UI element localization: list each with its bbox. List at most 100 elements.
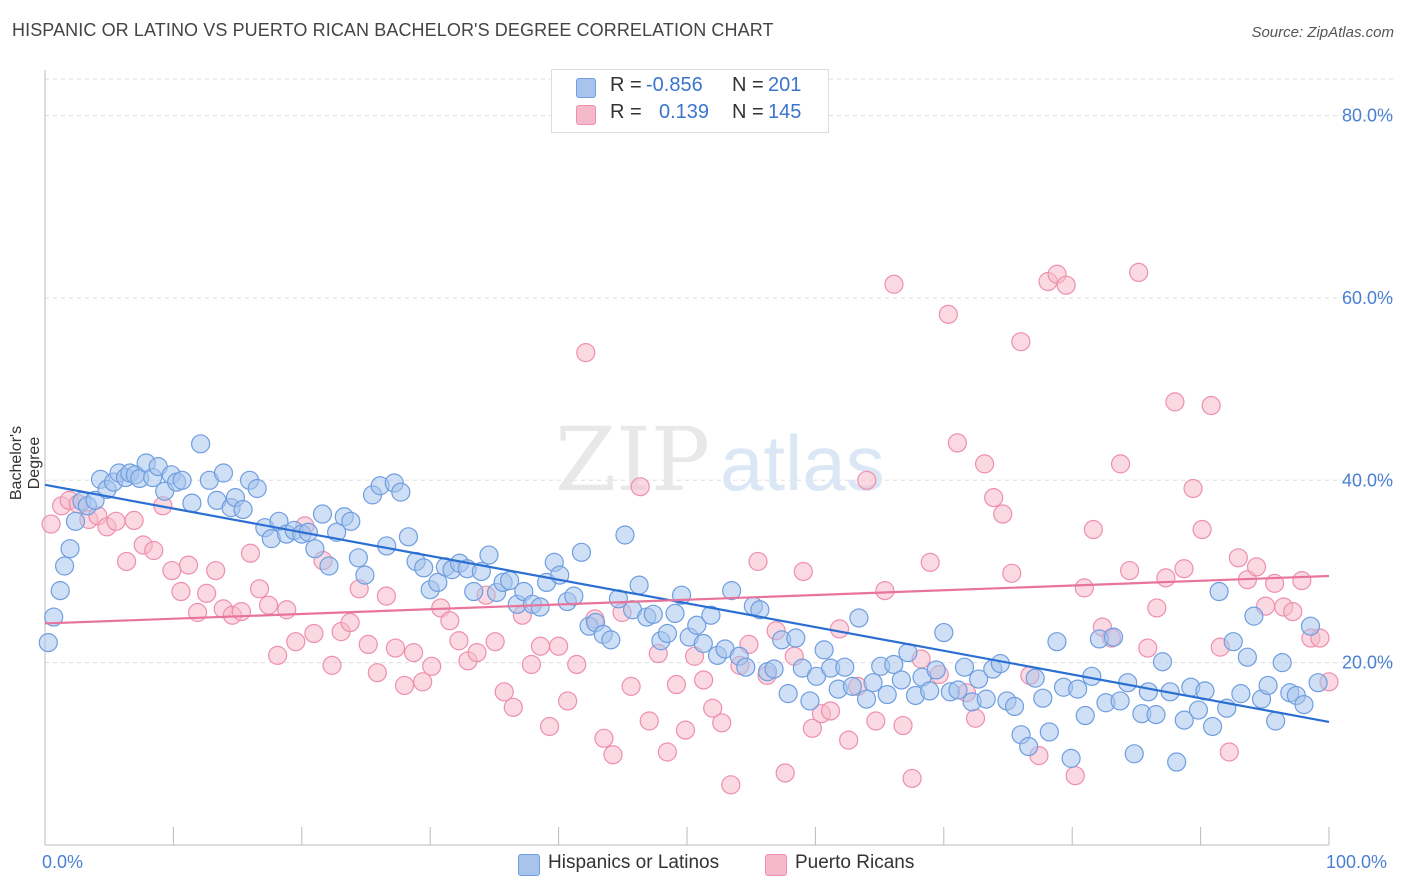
data-point [976, 689, 996, 709]
data-point [1025, 668, 1045, 688]
data-point [1047, 632, 1067, 652]
legend-label: Hispanics or Latinos [548, 852, 720, 873]
trend-lines [44, 483, 1330, 723]
data-point [701, 605, 721, 625]
data-point [182, 493, 202, 513]
data-point [902, 768, 922, 789]
data-point [355, 565, 375, 585]
data-point [1237, 647, 1257, 667]
data-point [920, 552, 940, 572]
data-point [178, 555, 199, 575]
data-point [467, 643, 487, 663]
data-point [1294, 694, 1314, 715]
data-point [792, 658, 812, 678]
data-point [712, 713, 732, 733]
data-point [312, 504, 333, 524]
r-label: R = [610, 101, 642, 123]
chart-title: HISPANIC OR LATINO VS PUERTO RICAN BACHE… [12, 20, 774, 40]
data-point [665, 603, 685, 624]
data-point [948, 680, 968, 700]
data-point [891, 670, 911, 690]
data-point [341, 511, 361, 531]
data-point [1061, 748, 1081, 768]
data-point [630, 477, 650, 497]
data-point [54, 556, 75, 576]
data-point [1246, 557, 1267, 577]
data-point [1165, 392, 1185, 412]
data-point [44, 607, 64, 627]
data-point [277, 600, 297, 620]
data-point [621, 676, 641, 696]
data-point [38, 632, 58, 653]
data-point [413, 672, 433, 692]
data-point [1244, 606, 1264, 626]
data-point [1065, 766, 1085, 786]
data-point [116, 551, 137, 572]
axes [44, 70, 1330, 846]
data-point [694, 670, 714, 690]
data-point [863, 673, 883, 693]
data-point [877, 684, 897, 705]
data-point [197, 583, 217, 603]
data-point [1033, 688, 1053, 708]
data-point [144, 540, 164, 561]
n-label: N = [732, 74, 764, 96]
data-point [564, 586, 584, 606]
data-point [1002, 563, 1022, 583]
data-point [422, 656, 442, 676]
data-point [1209, 581, 1229, 602]
legend-swatch-pink [576, 105, 596, 125]
data-point [1202, 716, 1223, 737]
data-point [385, 638, 406, 658]
data-point [947, 433, 967, 453]
data-point [1188, 700, 1209, 720]
data-point [391, 482, 411, 502]
data-point [594, 728, 614, 748]
data-point [1258, 675, 1278, 696]
data-point [920, 681, 940, 701]
data-point [856, 689, 877, 709]
data-point [835, 657, 855, 677]
r-label: R = [610, 74, 642, 96]
data-point [657, 623, 678, 644]
data-point [348, 548, 368, 568]
data-point [558, 691, 578, 711]
watermark-atlas: atlas [720, 419, 885, 507]
data-point [322, 655, 342, 675]
data-point [41, 514, 61, 534]
data-point [954, 657, 975, 677]
data-point [1152, 652, 1173, 672]
data-point [503, 697, 523, 717]
data-point [398, 527, 419, 547]
n-label: N = [732, 101, 764, 123]
data-point [258, 595, 279, 615]
data-point [65, 511, 86, 531]
data-point [304, 623, 324, 644]
data-point [172, 470, 192, 490]
data-point [1167, 752, 1187, 772]
data-point [884, 654, 904, 675]
data-point [567, 654, 587, 675]
data-point [268, 645, 288, 665]
legend-label: Puerto Ricans [795, 852, 915, 873]
data-point [990, 653, 1010, 674]
data-point [403, 643, 424, 663]
data-point [875, 581, 895, 601]
data-point [993, 504, 1013, 524]
data-point [464, 581, 484, 602]
data-point [1183, 478, 1203, 499]
source-label: Source: ZipAtlas.com [1251, 24, 1394, 41]
data-point [414, 558, 434, 578]
data-point [1219, 742, 1239, 762]
y-tick-labels: 20.0% 40.0% 60.0% 80.0% [1342, 106, 1393, 673]
data-point [124, 510, 144, 531]
data-point [1011, 332, 1031, 352]
n-value: 145 [768, 101, 802, 123]
data-point [106, 511, 126, 531]
data-point [984, 488, 1004, 508]
data-point [721, 775, 741, 795]
data-point [1146, 705, 1166, 725]
data-point [938, 304, 958, 324]
data-point [629, 575, 649, 595]
